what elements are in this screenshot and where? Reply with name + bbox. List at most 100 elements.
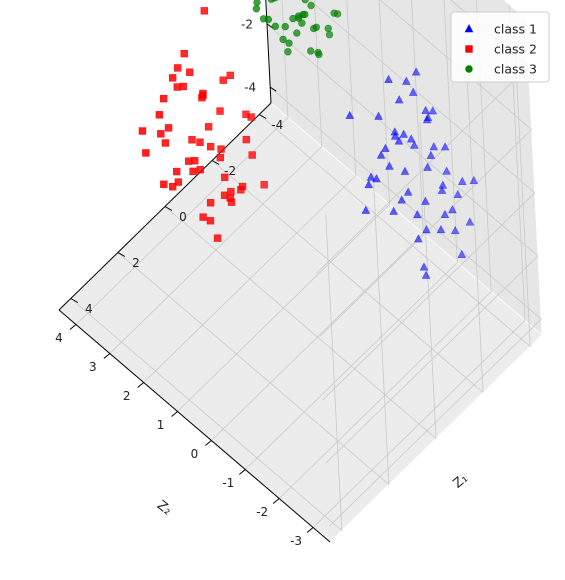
tick-mark — [103, 353, 111, 359]
data-point-class-2 — [242, 110, 250, 118]
data-point-class-3 — [301, 0, 309, 4]
x-tick-label: -4 — [271, 118, 283, 132]
grid-line — [466, 76, 484, 393]
data-point-class-1 — [374, 111, 383, 120]
tick-mark — [117, 252, 126, 257]
grid-line — [513, 30, 531, 347]
data-point-class-1 — [394, 136, 404, 145]
data-point-class-1 — [421, 196, 430, 205]
y-tick-label: -1 — [222, 476, 234, 490]
y-axis-label: Z₂ — [154, 498, 174, 519]
data-point-class-3 — [314, 48, 322, 57]
data-point-class-2 — [155, 111, 164, 119]
data-point-class-2 — [188, 136, 196, 144]
data-point-class-1 — [408, 87, 418, 96]
data-point-class-2 — [217, 145, 225, 153]
tick-mark — [272, 498, 280, 504]
data-points — [138, 0, 479, 279]
data-point-class-1 — [361, 205, 371, 214]
data-point-class-2 — [204, 123, 213, 131]
tick-mark — [69, 324, 77, 330]
data-point-class-2 — [220, 191, 229, 199]
data-point-class-2 — [189, 167, 197, 176]
data-point-class-2 — [260, 181, 268, 189]
y-tick-label: 0 — [191, 447, 199, 461]
legend-label: class 1 — [494, 22, 537, 37]
data-point-class-2 — [196, 166, 204, 174]
data-point-class-2 — [237, 186, 245, 194]
data-point-class-2 — [206, 217, 215, 225]
data-point-class-1 — [436, 225, 446, 234]
data-point-class-2 — [185, 157, 193, 165]
data-point-class-1 — [400, 166, 410, 175]
data-point-class-2 — [216, 153, 225, 162]
data-point-class-1 — [411, 67, 421, 76]
data-point-class-3 — [271, 22, 280, 31]
data-point-class-1 — [403, 187, 413, 196]
data-point-class-3 — [284, 48, 292, 56]
z-tick-label: -2 — [241, 18, 253, 32]
data-point-class-1 — [422, 225, 431, 234]
data-point-class-1 — [450, 226, 460, 235]
data-point-class-1 — [399, 129, 408, 138]
data-point-class-1 — [364, 180, 374, 189]
grid-line — [325, 255, 539, 464]
data-point-class-1 — [345, 110, 355, 119]
data-point-class-1 — [410, 140, 419, 149]
grid-line — [281, 0, 289, 118]
data-point-class-3 — [279, 35, 287, 44]
data-point-class-1 — [385, 161, 394, 170]
grid-line — [70, 298, 343, 531]
data-point-class-2 — [199, 213, 207, 221]
data-point-class-2 — [206, 142, 215, 151]
tick-mark — [269, 86, 277, 92]
data-point-class-1 — [414, 234, 423, 243]
data-point-class-2 — [200, 7, 209, 15]
tick-mark — [205, 440, 212, 446]
data-point-class-3 — [324, 24, 332, 33]
data-point-class-1 — [442, 166, 451, 175]
data-point-class-1 — [423, 112, 433, 122]
grid-line — [143, 175, 356, 383]
data-point-class-1 — [421, 270, 431, 279]
data-point-class-3 — [267, 0, 275, 3]
data-point-class-1 — [457, 249, 467, 258]
data-point-class-1 — [423, 162, 432, 171]
data-point-class-1 — [428, 106, 438, 115]
data-point-class-3 — [310, 24, 318, 33]
data-point-class-2 — [168, 74, 177, 82]
grid-line — [325, 214, 343, 531]
x-tick-label: 0 — [179, 210, 187, 224]
data-point-class-1 — [426, 150, 436, 159]
data-point-class-1 — [390, 131, 400, 140]
grid-line — [346, 0, 357, 176]
data-point-class-3 — [325, 30, 334, 39]
y-tick-label: -2 — [256, 505, 268, 519]
legend-marker — [464, 24, 474, 33]
grid-line — [266, 23, 539, 257]
legend: class 1 class 2 class 3 — [450, 11, 550, 83]
grid-line — [411, 0, 424, 234]
y-axis-line — [58, 309, 331, 543]
data-point-class-1 — [394, 95, 404, 104]
data-point-class-2 — [164, 124, 173, 132]
data-point-class-2 — [160, 180, 168, 188]
data-point-class-2 — [242, 135, 251, 144]
data-point-class-2 — [227, 187, 235, 196]
data-point-class-2 — [180, 49, 188, 58]
data-point-class-1 — [390, 127, 400, 136]
tick-mark — [306, 527, 314, 533]
data-point-class-1 — [389, 206, 398, 215]
grid-line — [245, 262, 458, 470]
legend-marker — [465, 65, 473, 73]
data-point-class-1 — [453, 189, 463, 198]
data-point-class-1 — [384, 74, 393, 83]
grid-line — [322, 192, 536, 401]
data-point-class-2 — [159, 94, 168, 103]
y-tick-label: 2 — [123, 389, 131, 403]
data-point-class-1 — [429, 142, 439, 151]
data-point-class-2 — [206, 199, 215, 207]
data-point-class-2 — [248, 151, 256, 159]
